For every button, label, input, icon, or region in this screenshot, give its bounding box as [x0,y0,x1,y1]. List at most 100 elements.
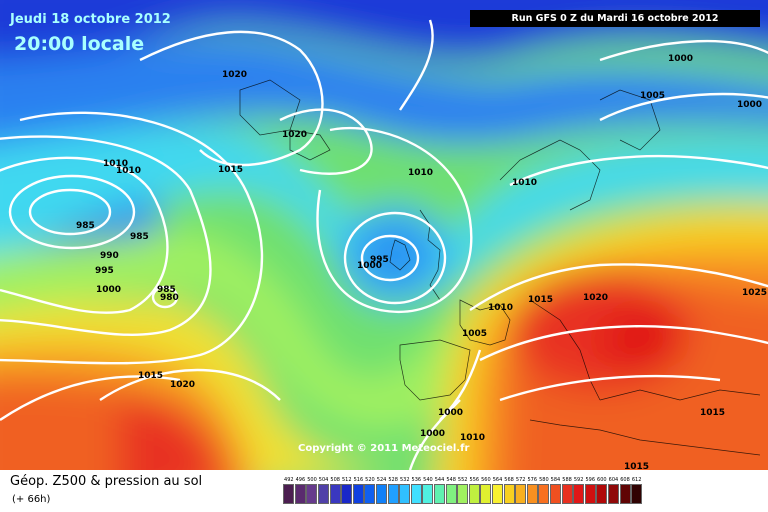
scale-swatch: 600 [596,476,608,510]
scale-swatch: 508 [329,476,341,510]
scale-value: 604 [608,477,619,483]
isobar-label: 1015 [700,408,725,418]
isobar-label: 1010 [460,433,485,443]
scale-color [491,484,503,504]
scale-swatch: 576 [526,476,538,510]
isobar-label: 1000 [420,429,445,439]
scale-value: 528 [388,477,398,483]
scale-swatch: 524 [376,476,388,510]
scale-swatch: 536 [410,476,423,510]
isobar-label: 980 [160,293,179,303]
isobar-label: 1020 [583,293,608,303]
scale-swatch: 544 [434,476,446,510]
copyright-text: Copyright © 2011 Meteociel.fr [298,443,470,454]
scale-swatch: 612 [631,476,643,510]
scale-swatch: 564 [491,476,504,510]
isobar-label: 1015 [624,462,649,470]
scale-color [422,484,434,504]
scale-color [584,484,596,504]
scale-value: 504 [318,477,329,483]
scale-value: 552 [457,477,468,483]
scale-swatch: 604 [607,476,620,510]
scale-value: 596 [585,477,595,483]
scale-value: 520 [365,477,375,483]
scale-color [503,484,515,504]
scale-swatch: 556 [468,476,481,510]
isobar-label: 1000 [438,408,463,418]
scale-swatch: 568 [503,476,515,510]
scale-swatch: 520 [364,476,376,510]
model-run-label: Run GFS 0 Z du Mardi 16 octobre 2012 [470,10,760,27]
isobar-label: 995 [95,266,114,276]
weather-map: 1020 1020 1015 1010 1010 1010 1000 1005 … [0,0,768,470]
scale-value: 560 [481,477,491,483]
scale-value: 608 [620,477,630,483]
scale-value: 532 [399,477,410,483]
isobar-label: 1005 [462,329,487,339]
isobar-label: 985 [76,221,95,231]
scale-color [573,484,585,504]
legend-title: Géop. Z500 & pression au sol [10,474,203,489]
isobar-label: 1000 [96,285,121,295]
scale-color [480,484,492,504]
isobar-label: 1020 [222,70,247,80]
isobar-label: 985 [130,232,149,242]
scale-swatch: 548 [445,476,457,510]
scale-color [434,484,446,504]
isobar-label: 1015 [528,295,553,305]
isobar-label: 1025 [742,288,767,298]
isobar-label: 1005 [640,91,665,101]
coastlines [239,79,761,456]
scale-swatch: 528 [387,476,399,510]
scale-value: 572 [515,477,526,483]
isobar-label: 1015 [218,165,243,175]
scale-color [526,484,538,504]
scale-value: 544 [434,477,445,483]
scale-swatch: 496 [294,476,307,510]
scale-color [445,484,457,504]
scale-color [364,484,376,504]
forecast-time: 20:00 locale [14,33,145,55]
scale-color [561,484,573,504]
scale-value: 592 [573,477,584,483]
scale-swatch: 592 [573,476,585,510]
scale-value: 588 [562,477,572,483]
scale-swatch: 516 [352,476,365,510]
scale-color [596,484,608,504]
scale-swatch: 560 [480,476,492,510]
scale-swatch: 608 [619,476,631,510]
scale-swatch: 588 [561,476,573,510]
scale-color [352,484,364,504]
scale-value: 548 [446,477,456,483]
isobar-label: 1010 [408,168,433,178]
scale-color [306,484,318,504]
scale-color [294,484,306,504]
scale-value: 600 [597,477,607,483]
legend-subtitle: (+ 66h) [12,494,51,505]
scale-color [387,484,399,504]
scale-color [468,484,480,504]
scale-color [329,484,341,504]
scale-color [410,484,422,504]
scale-value: 500 [307,477,317,483]
scale-color [619,484,631,504]
scale-value: 556 [469,477,480,483]
isobar-label: 1000 [668,54,693,64]
scale-value: 516 [353,477,364,483]
isobar-label: 1010 [116,166,141,176]
scale-swatch: 596 [584,476,596,510]
scale-color [549,484,561,504]
isobar-label: 1010 [488,303,513,313]
scale-value: 584 [550,477,561,483]
isobar-label: 1015 [138,371,163,381]
scale-color [341,484,353,504]
scale-swatch: 580 [538,476,550,510]
scale-value: 512 [341,477,352,483]
isobar-label: 1010 [103,159,128,169]
forecast-date: Jeudi 18 octobre 2012 [10,12,171,27]
scale-value: 496 [295,477,306,483]
scale-value: 536 [411,477,422,483]
scale-color [631,484,643,504]
scale-value: 564 [492,477,503,483]
isobar-label: 1000 [357,261,382,271]
